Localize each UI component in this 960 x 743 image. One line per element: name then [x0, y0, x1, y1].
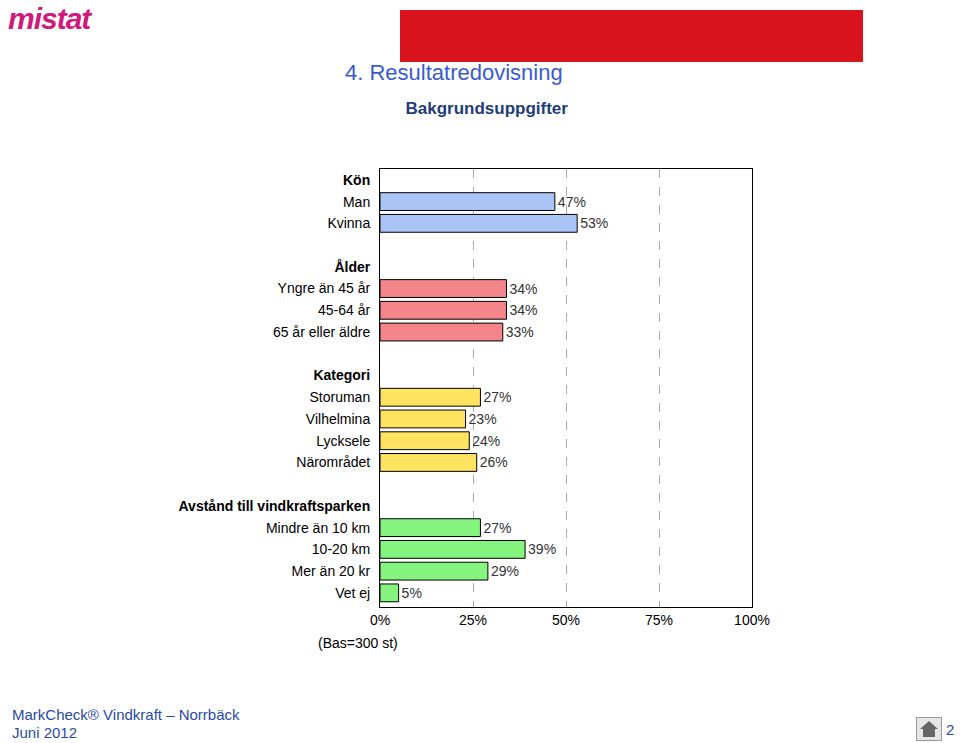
svg-text:Kvinna: Kvinna — [327, 215, 370, 231]
svg-text:Vilhelmina: Vilhelmina — [306, 411, 371, 427]
svg-text:Närområdet: Närområdet — [296, 454, 370, 470]
svg-text:65 år eller äldre: 65 år eller äldre — [273, 324, 370, 340]
svg-text:33%: 33% — [506, 324, 534, 340]
svg-text:Bakgrundsuppgifter: Bakgrundsuppgifter — [405, 99, 568, 118]
svg-text:Yngre än 45 år: Yngre än 45 år — [278, 280, 371, 296]
html-text:4. Resultatredovisning: 4. Resultatredovisning — [345, 60, 563, 85]
svg-text:25%: 25% — [459, 612, 487, 628]
svg-text:45-64 år: 45-64 år — [318, 302, 370, 318]
html-text:MarkCheck® Vindkraft – Norrbäc: MarkCheck® Vindkraft – Norrbäck — [12, 706, 240, 723]
svg-text:Kategori: Kategori — [313, 367, 370, 383]
svg-text:53%: 53% — [580, 215, 608, 231]
svg-text:Storuman: Storuman — [309, 389, 370, 405]
svg-text:24%: 24% — [472, 433, 500, 449]
svg-text:Mindre än 10 km: Mindre än 10 km — [266, 520, 370, 536]
svg-text:0%: 0% — [370, 612, 390, 628]
html-text:mistat: mistat — [8, 2, 91, 35]
svg-text:50%: 50% — [552, 612, 580, 628]
svg-text:26%: 26% — [480, 454, 508, 470]
svg-text:Man: Man — [343, 194, 370, 210]
svg-text:Ålder: Ålder — [334, 259, 370, 275]
svg-text:75%: 75% — [645, 612, 673, 628]
svg-text:Lycksele: Lycksele — [316, 433, 370, 449]
svg-text:34%: 34% — [509, 302, 537, 318]
svg-text:34%: 34% — [509, 281, 537, 297]
svg-text:29%: 29% — [491, 563, 519, 579]
svg-text:(Bas=300 st): (Bas=300 st) — [318, 635, 398, 651]
svg-text:5%: 5% — [402, 585, 422, 601]
svg-text:100%: 100% — [734, 612, 770, 628]
html-text:2: 2 — [946, 721, 955, 738]
svg-text:Avstånd till vindkraftsparken: Avstånd till vindkraftsparken — [179, 498, 371, 514]
html-text:Juni 2012: Juni 2012 — [12, 724, 78, 741]
svg-text:27%: 27% — [483, 389, 511, 405]
svg-text:Mer än 20 kr: Mer än 20 kr — [292, 563, 371, 579]
svg-text:23%: 23% — [469, 411, 497, 427]
svg-text:27%: 27% — [483, 520, 511, 536]
svg-text:Kön: Kön — [343, 172, 370, 188]
svg-text:47%: 47% — [558, 194, 586, 210]
svg-text:39%: 39% — [528, 541, 556, 557]
svg-text:Vet ej: Vet ej — [335, 585, 370, 601]
svg-text:10-20 km: 10-20 km — [312, 541, 370, 557]
